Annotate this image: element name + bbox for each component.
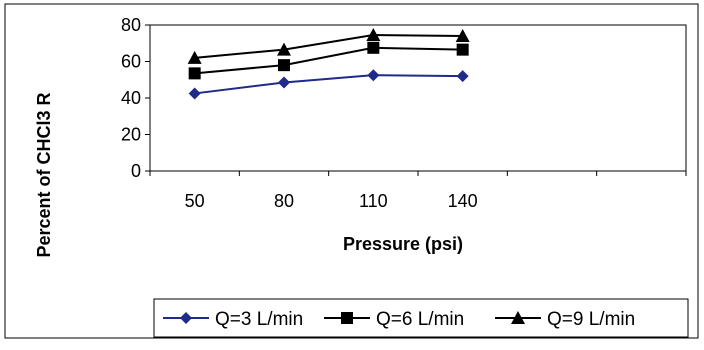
data-point: [367, 41, 380, 54]
x-tick-label: 80: [274, 191, 294, 211]
legend-marker: [511, 311, 525, 324]
x-tick-label: 140: [448, 191, 478, 211]
legend-label: Q=6 L/min: [376, 309, 464, 330]
legend-box: [153, 298, 689, 338]
series-layer: [187, 28, 470, 100]
series-3: [187, 28, 470, 64]
series-line: [194, 34, 463, 59]
legend-entry: Q=6 L/min: [324, 309, 464, 330]
y-axis: 0 20 40 60 80: [121, 15, 150, 181]
series-line: [194, 74, 463, 95]
y-tick-label: 80: [121, 15, 141, 35]
data-point: [278, 59, 290, 72]
legend: Q=3 L/min Q=6 L/min Q=9 L/min: [163, 309, 635, 330]
y-tick-label: 0: [131, 161, 141, 181]
x-tick-label: 50: [185, 191, 205, 211]
data-point: [455, 28, 470, 42]
y-tick-label: 20: [121, 125, 141, 145]
y-axis-label: Percent of CHCl3 R: [34, 92, 54, 257]
data-point: [278, 76, 290, 89]
series-2: [188, 41, 469, 80]
data-point: [366, 28, 381, 42]
y-tick-label: 60: [121, 52, 141, 72]
legend-marker: [341, 312, 353, 324]
y-tick-label: 40: [121, 88, 141, 108]
data-point: [187, 50, 202, 64]
x-axis: 50 80 110 140: [149, 171, 687, 211]
plot-area: [149, 24, 687, 172]
legend-label: Q=9 L/min: [547, 309, 635, 330]
data-point: [456, 70, 469, 83]
legend-entry: Q=3 L/min: [163, 309, 303, 330]
x-axis-label: Pressure (psi): [343, 234, 463, 254]
legend-entry: Q=9 L/min: [495, 309, 635, 330]
data-point: [456, 43, 469, 56]
data-point: [277, 42, 291, 56]
legend-marker: [180, 312, 192, 324]
data-point: [188, 87, 201, 100]
x-tick-label: 110: [359, 191, 388, 211]
series-1: [188, 69, 469, 100]
legend-label: Q=3 L/min: [215, 309, 303, 330]
data-point: [188, 67, 201, 80]
data-point: [367, 69, 380, 82]
series-line: [194, 46, 463, 75]
